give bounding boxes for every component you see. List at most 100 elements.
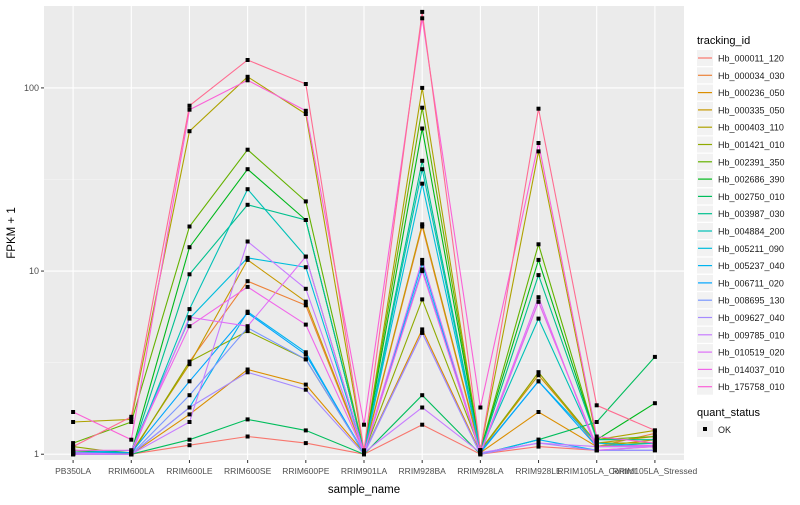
data-point	[245, 78, 250, 83]
data-point	[478, 448, 483, 453]
data-point	[536, 299, 541, 304]
data-point	[245, 370, 250, 375]
x-tick-label: RRIM600PE	[282, 466, 330, 476]
data-point	[71, 448, 76, 453]
data-point	[245, 434, 250, 439]
data-point	[594, 444, 599, 449]
x-tick-label: RRIM105LA_Stressed	[613, 466, 698, 476]
data-point	[420, 330, 425, 335]
legend-title: tracking_id	[697, 35, 750, 47]
data-point	[187, 129, 192, 134]
data-point	[536, 316, 541, 321]
data-point	[420, 126, 425, 131]
data-point	[187, 443, 192, 448]
quant-status-label: OK	[718, 425, 731, 435]
data-point	[129, 437, 134, 442]
data-point	[652, 428, 657, 433]
legend-label: Hb_010519_020	[718, 348, 785, 358]
legend-label: Hb_000403_110	[718, 123, 784, 133]
quant-status-legend-title: quant_status	[697, 407, 760, 419]
data-point	[536, 441, 541, 446]
data-point	[420, 327, 425, 332]
data-point	[420, 9, 425, 14]
data-point	[652, 354, 657, 359]
legend-label: Hb_005211_090	[718, 244, 784, 254]
data-point	[478, 450, 483, 455]
data-point	[303, 112, 308, 116]
data-point	[245, 239, 250, 244]
data-point	[245, 255, 250, 260]
data-point	[652, 441, 657, 446]
data-point	[187, 107, 192, 112]
data-point	[420, 181, 425, 186]
data-point	[536, 106, 541, 111]
legend-label: Hb_000335_050	[718, 105, 785, 115]
data-point	[420, 167, 425, 172]
data-point	[187, 393, 192, 398]
data-point	[245, 187, 250, 192]
x-tick-label: RRIM600SE	[224, 466, 272, 476]
data-point	[536, 410, 541, 414]
y-axis-title: FPKM + 1	[6, 207, 18, 258]
data-point	[420, 297, 425, 302]
legend-label: Hb_000034_030	[718, 71, 785, 81]
data-point	[652, 443, 657, 448]
data-point	[652, 434, 657, 439]
data-point	[303, 350, 308, 355]
data-point	[245, 279, 250, 284]
legend-label: Hb_009627_040	[718, 313, 785, 323]
data-point	[303, 441, 308, 446]
data-point	[187, 272, 192, 277]
data-point	[187, 103, 192, 108]
data-point	[594, 441, 599, 446]
data-point	[303, 357, 308, 362]
data-point	[245, 284, 250, 289]
data-point	[245, 324, 250, 329]
legend: tracking_id Hb_000011_120 Hb_000034_030 Hb…	[697, 35, 785, 437]
data-point	[303, 108, 308, 113]
data-point	[303, 322, 308, 327]
data-point	[478, 405, 483, 410]
data-point	[536, 257, 541, 262]
legend-label: Hb_002686_390	[718, 175, 785, 185]
data-point	[303, 428, 308, 433]
data-point	[129, 452, 134, 457]
data-point	[303, 286, 308, 291]
data-point	[536, 370, 541, 375]
data-point	[71, 444, 76, 449]
data-point	[594, 420, 599, 424]
data-point	[420, 261, 425, 266]
data-point	[187, 224, 192, 229]
data-point	[303, 82, 308, 86]
data-point	[187, 307, 192, 312]
data-point	[536, 149, 541, 154]
legend-label: Hb_000011_120	[718, 54, 784, 64]
x-tick-label: PB350LA	[55, 466, 91, 476]
grid-lines	[44, 6, 684, 460]
data-point	[420, 257, 425, 262]
data-point	[187, 362, 192, 367]
x-tick-label: RRIM928BA	[399, 466, 447, 476]
x-axis-title: sample_name	[328, 484, 400, 496]
data-point	[536, 242, 541, 247]
data-point	[420, 222, 425, 227]
data-point	[303, 382, 308, 387]
data-point	[187, 437, 192, 442]
data-point	[420, 422, 425, 427]
data-point	[303, 387, 308, 392]
x-tick-label: RRIM901LA	[341, 466, 388, 476]
data-point	[187, 315, 192, 320]
data-point	[303, 352, 308, 357]
data-point	[303, 303, 308, 308]
legend-label: Hb_014037_010	[718, 365, 785, 375]
legend-label: Hb_175758_010	[718, 382, 785, 392]
data-point	[129, 448, 134, 453]
data-point	[303, 254, 308, 259]
data-point	[536, 295, 541, 300]
data-point	[245, 167, 250, 172]
data-point	[420, 16, 425, 21]
data-point	[245, 311, 250, 315]
data-point	[362, 450, 366, 455]
